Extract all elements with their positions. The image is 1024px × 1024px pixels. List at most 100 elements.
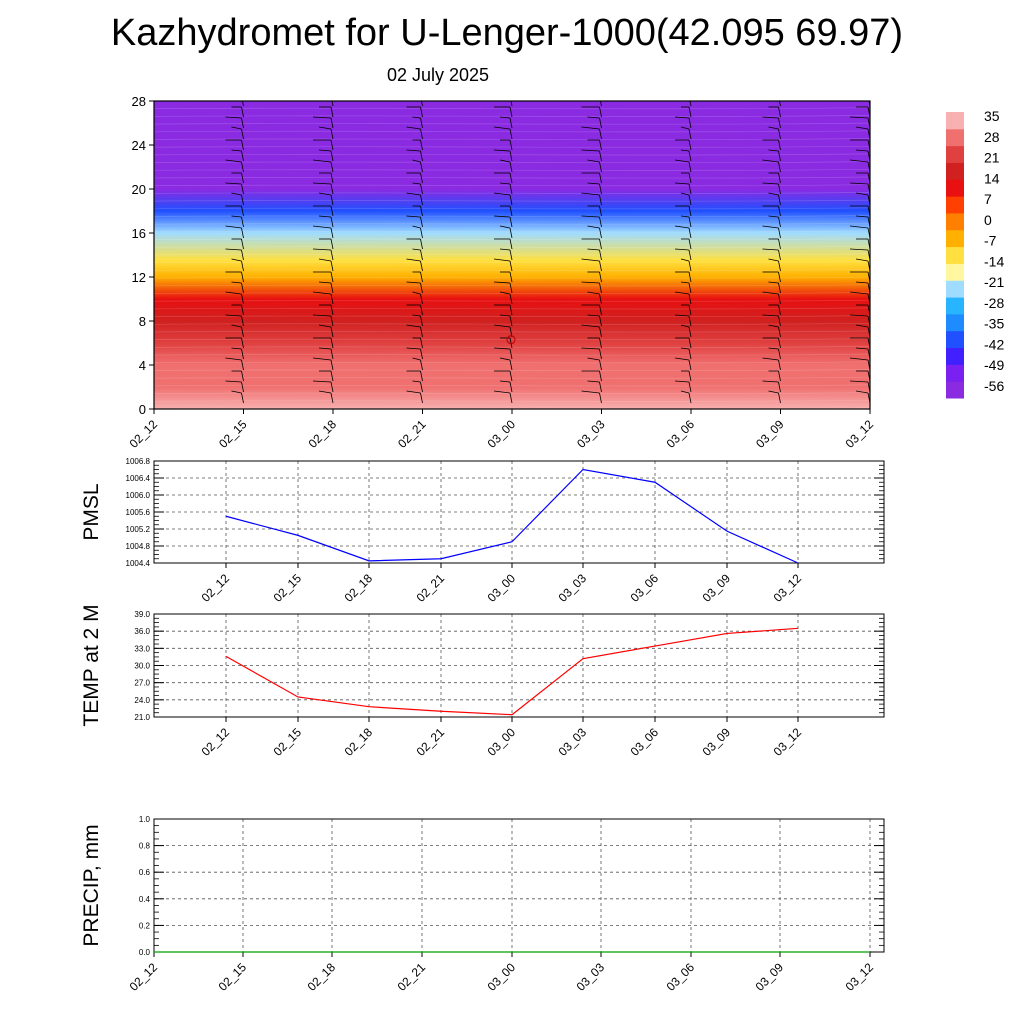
wind-barb <box>420 359 423 371</box>
colorbar: 35 28 21 14 7 0 -7 -14 -21 -28 -35 -42 -49 -56 <box>946 108 1004 399</box>
wind-barb-flag <box>318 281 332 284</box>
wind-barb <box>688 106 692 118</box>
wind-barb <box>688 304 692 316</box>
wind-barb <box>599 392 602 404</box>
wind-barb-flag <box>225 291 242 295</box>
wind-barb <box>420 117 423 129</box>
wind-barb-flag <box>680 258 690 262</box>
wind-barb <box>778 282 781 294</box>
wind-barb <box>688 260 692 272</box>
wind-barb-flag <box>855 347 869 350</box>
wind-barb-flag <box>674 357 690 361</box>
x-tick-label: 02_12 <box>199 725 233 759</box>
wind-barb-flag <box>144 216 152 217</box>
x-tick-label: 03_00 <box>485 725 519 759</box>
wind-barb-flag <box>849 314 869 317</box>
x-tick-label: 03_06 <box>628 571 662 605</box>
wind-barb <box>331 101 334 107</box>
contour-line <box>154 122 870 125</box>
wind-barb <box>330 183 334 195</box>
wind-barb-flag <box>849 380 869 383</box>
wind-barb <box>599 227 602 239</box>
wind-barb-flag <box>762 291 779 295</box>
wind-barb <box>689 101 692 107</box>
y-tick-label: 24.0 <box>134 696 150 705</box>
x-tick-label: 03_09 <box>753 417 787 451</box>
x-tick-label: 02_21 <box>414 725 448 759</box>
wind-barb <box>330 128 334 140</box>
wind-barb-flag <box>849 225 869 229</box>
wind-barb <box>330 249 334 261</box>
x-tick-label: 03_12 <box>843 960 877 994</box>
contour-line <box>154 284 870 287</box>
colorbar-label: -56 <box>984 378 1004 394</box>
wind-barb-flag <box>674 159 690 163</box>
wind-barb-flag <box>499 291 511 295</box>
wind-barb-flag <box>581 281 600 284</box>
wind-barb-flag <box>231 192 242 196</box>
y-tick-label: 24 <box>132 138 146 153</box>
wind-barb <box>330 227 334 239</box>
wind-barb-flag <box>674 116 690 119</box>
wind-barb-flag <box>144 127 152 129</box>
contour-line <box>154 161 870 164</box>
wind-barb <box>241 249 244 261</box>
wind-barb <box>241 139 244 151</box>
x-tick-label: 03_09 <box>700 571 734 605</box>
contour-line <box>154 307 870 310</box>
wind-barb-flag <box>855 215 869 218</box>
wind-barb <box>330 106 334 118</box>
wind-barb-flag <box>406 281 421 284</box>
wind-barb <box>778 150 781 162</box>
calm-wind-marker <box>506 335 516 345</box>
wind-barb-flag <box>762 248 779 251</box>
wind-barb <box>420 370 423 382</box>
contour-line <box>154 299 870 302</box>
wind-barb <box>420 238 423 250</box>
x-tick-label: 03_03 <box>574 417 608 451</box>
y-tick-label: 1004.8 <box>126 542 151 551</box>
wind-barb <box>420 139 423 151</box>
wind-barb <box>330 381 334 393</box>
wind-barb-flag <box>231 390 242 394</box>
wind-barb <box>778 183 781 195</box>
wind-barb <box>330 194 334 206</box>
y-tick-label: 1006.0 <box>126 491 151 500</box>
wind-barb-flag <box>225 248 242 251</box>
colorbar-label: 7 <box>984 191 992 207</box>
wind-barb <box>330 348 334 360</box>
wind-barb-flag <box>674 248 690 251</box>
wind-barb-flag <box>231 215 242 218</box>
wind-barb-flag <box>855 192 869 196</box>
wind-barb-flag <box>144 391 152 393</box>
wind-barb-flag <box>762 116 779 119</box>
wind-barb-flag <box>313 94 331 96</box>
wind-barb-flag <box>144 259 152 261</box>
y-tick-label: 8 <box>139 314 146 329</box>
x-tick-label: 02_18 <box>305 960 339 994</box>
chart-title: Kazhydromet for U-Lenger-1000(42.095 69.… <box>110 12 904 54</box>
contour-line <box>154 253 870 256</box>
wind-barb <box>330 260 334 272</box>
wind-barb <box>509 381 513 393</box>
wind-barb-flag <box>587 248 600 251</box>
wind-barb <box>241 227 244 239</box>
wind-barb-flag <box>762 225 779 229</box>
wind-barb-flag <box>499 225 511 229</box>
y-tick-label: 1005.2 <box>126 525 151 534</box>
contour-line <box>154 384 870 387</box>
wind-barb <box>688 238 692 250</box>
wind-barb <box>509 348 513 360</box>
x-tick-label: 02_18 <box>306 417 340 451</box>
wind-barb-flag <box>412 225 421 229</box>
wind-barb <box>420 293 423 305</box>
colorbar-segment <box>946 280 964 298</box>
x-tick-label: 02_21 <box>395 960 429 994</box>
wind-barb <box>688 249 692 261</box>
wind-barb-flag <box>231 324 242 328</box>
wind-barb <box>688 381 692 393</box>
wind-barb-flag <box>762 314 779 317</box>
wind-barb <box>330 150 334 162</box>
wind-barb-flag <box>412 116 421 119</box>
y-tick-label: 0.6 <box>139 868 151 877</box>
